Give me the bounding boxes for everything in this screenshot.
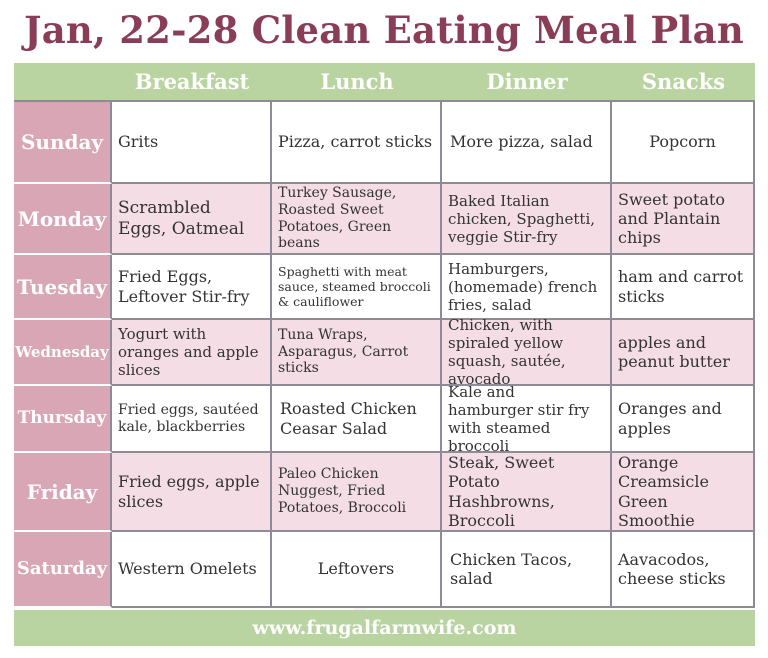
monday-breakfast: Scrambled Eggs, Oatmeal — [112, 184, 272, 255]
day-wednesday: Wednesday — [14, 320, 112, 386]
day-friday: Friday — [14, 453, 112, 532]
monday-snacks: Sweet potato and Plantain chips — [612, 184, 755, 255]
saturday-breakfast: Western Omelets — [112, 532, 272, 608]
monday-lunch: Turkey Sausage, Roasted Sweet Potatoes, … — [272, 184, 442, 255]
tuesday-breakfast: Fried Eggs, Leftover Stir-fry — [112, 255, 272, 320]
saturday-snacks: Aavacodos, cheese sticks — [612, 532, 755, 608]
wednesday-breakfast: Yogurt with oranges and apple slices — [112, 320, 272, 386]
meal-plan-table: Breakfast Lunch Dinner Snacks Sunday Gri… — [14, 63, 755, 608]
thursday-lunch: Roasted Chicken Ceasar Salad — [272, 386, 442, 453]
day-saturday: Saturday — [14, 532, 112, 608]
sunday-dinner: More pizza, salad — [442, 102, 612, 184]
header-lunch: Lunch — [272, 63, 442, 102]
day-monday: Monday — [14, 184, 112, 255]
saturday-lunch: Leftovers — [272, 532, 442, 608]
footer-url[interactable]: www.frugalfarmwife.com — [14, 610, 755, 646]
header-dinner: Dinner — [442, 63, 612, 102]
friday-lunch: Paleo Chicken Nuggest, Fried Potatoes, B… — [272, 453, 442, 532]
header-snacks: Snacks — [612, 63, 755, 102]
sunday-lunch: Pizza, carrot sticks — [272, 102, 442, 184]
friday-dinner: Steak, Sweet Potato Hashbrowns, Broccoli — [442, 453, 612, 532]
wednesday-snacks: apples and peanut butter — [612, 320, 755, 386]
tuesday-lunch: Spaghetti with meat sauce, steamed brocc… — [272, 255, 442, 320]
day-sunday: Sunday — [14, 102, 112, 184]
tuesday-snacks: ham and carrot sticks — [612, 255, 755, 320]
tuesday-dinner: Hamburgers, (homemade) french fries, sal… — [442, 255, 612, 320]
friday-breakfast: Fried eggs, apple slices — [112, 453, 272, 532]
day-thursday: Thursday — [14, 386, 112, 453]
thursday-breakfast: Fried eggs, sautéed kale, blackberries — [112, 386, 272, 453]
sunday-snacks: Popcorn — [612, 102, 755, 184]
sunday-breakfast: Grits — [112, 102, 272, 184]
wednesday-dinner: Chicken, with spiraled yellow squash, sa… — [442, 316, 612, 388]
thursday-dinner: Kale and hamburger stir fry with steamed… — [442, 383, 612, 455]
friday-snacks: Orange Creamsicle Green Smoothie — [612, 453, 755, 532]
page-title: Jan, 22-28 Clean Eating Meal Plan — [24, 8, 744, 52]
header-breakfast: Breakfast — [112, 63, 272, 102]
day-tuesday: Tuesday — [14, 255, 112, 320]
header-corner — [14, 63, 112, 102]
thursday-snacks: Oranges and apples — [612, 386, 755, 453]
saturday-dinner: Chicken Tacos, salad — [442, 532, 612, 608]
monday-dinner: Baked Italian chicken, Spaghetti, veggie… — [442, 184, 612, 255]
wednesday-lunch: Tuna Wraps, Asparagus, Carrot sticks — [272, 320, 442, 386]
